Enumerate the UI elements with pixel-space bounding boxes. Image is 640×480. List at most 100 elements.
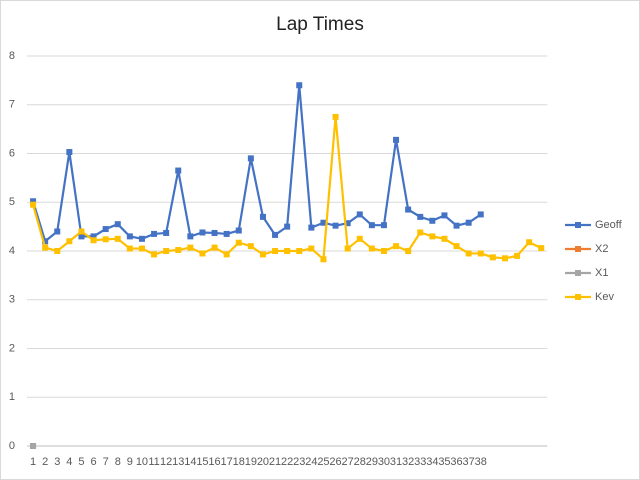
point-marker (102, 236, 109, 243)
point-marker (90, 233, 97, 240)
point-marker (465, 250, 472, 257)
x-tick-label: 14 (184, 456, 196, 468)
point-marker (223, 251, 230, 258)
point-marker (296, 82, 303, 89)
point-marker (126, 233, 133, 240)
point-marker (102, 226, 109, 233)
x-tick-label: 11 (148, 456, 159, 468)
x-tick-label: 30 (378, 456, 390, 468)
point-marker (296, 248, 303, 254)
point-marker (405, 206, 412, 213)
x-tick-label: 35 (438, 456, 450, 468)
x-tick-label: 31 (390, 456, 402, 468)
x-tick-label: 4 (66, 456, 72, 468)
point-marker (453, 243, 460, 250)
point-marker (538, 245, 545, 252)
point-marker (417, 229, 424, 236)
point-marker (308, 224, 315, 231)
legend-label: Kev (595, 291, 614, 303)
point-marker (247, 155, 254, 162)
point-marker (429, 217, 436, 224)
point-marker (320, 256, 327, 263)
x-tick-label: 2 (42, 456, 48, 468)
y-tick-label: 3 (9, 294, 15, 306)
point-marker (417, 213, 424, 220)
point-marker (90, 237, 97, 244)
point-marker (187, 244, 194, 251)
point-marker (284, 248, 291, 254)
point-marker (272, 248, 279, 254)
y-tick-label: 8 (9, 50, 15, 62)
point-marker (380, 222, 387, 229)
y-tick-label: 5 (9, 196, 15, 208)
point-marker (114, 221, 121, 228)
point-marker (151, 230, 158, 237)
point-marker (151, 251, 158, 258)
x-tick-label: 32 (402, 456, 414, 468)
point-marker (235, 239, 242, 246)
point-marker (344, 245, 351, 252)
point-marker (429, 233, 436, 240)
x-tick-label: 16 (208, 456, 220, 468)
point-marker (405, 248, 412, 254)
x-tick-label: 27 (342, 456, 354, 468)
x-tick-label: 18 (233, 456, 245, 468)
point-marker (211, 244, 218, 251)
legend-marker (575, 246, 581, 252)
point-marker (163, 248, 170, 254)
y-tick-label: 4 (9, 245, 15, 257)
point-marker (332, 222, 339, 229)
point-marker (501, 255, 508, 262)
x-tick-label: 29 (366, 456, 378, 468)
point-marker (138, 235, 145, 242)
point-marker (199, 229, 206, 236)
point-marker (66, 238, 73, 245)
x-tick-label: 17 (221, 456, 233, 468)
x-tick-label: 37 (463, 456, 475, 468)
x-tick-label: 22 (281, 456, 293, 468)
point-marker (441, 212, 448, 219)
point-marker (235, 227, 242, 234)
point-marker (30, 443, 37, 449)
point-marker (211, 229, 218, 236)
y-tick-label: 6 (9, 147, 15, 159)
x-tick-label: 13 (172, 456, 184, 468)
point-marker (393, 136, 400, 143)
point-marker (42, 238, 49, 245)
x-tick-label: 20 (257, 456, 269, 468)
point-marker (368, 222, 375, 229)
x-tick-label: 10 (136, 456, 148, 468)
point-marker (78, 228, 85, 235)
point-marker (477, 250, 484, 257)
point-marker (175, 167, 182, 174)
x-tick-label: 23 (293, 456, 305, 468)
point-marker (344, 220, 351, 227)
legend-marker (575, 294, 581, 300)
y-tick-label: 0 (9, 440, 15, 452)
point-marker (78, 233, 85, 240)
y-tick-label: 2 (9, 342, 15, 354)
point-marker (199, 250, 206, 257)
point-marker (54, 248, 61, 254)
point-marker (272, 231, 279, 238)
point-marker (465, 219, 472, 226)
point-marker (126, 245, 133, 252)
point-marker (66, 149, 73, 156)
point-marker (284, 223, 291, 230)
x-tick-label: 3 (54, 456, 60, 468)
point-marker (114, 235, 121, 242)
x-tick-label: 19 (245, 456, 257, 468)
point-marker (30, 201, 37, 208)
x-tick-label: 5 (78, 456, 84, 468)
point-marker (259, 213, 266, 220)
point-marker (138, 245, 145, 252)
point-marker (356, 235, 363, 242)
legend-label: Geoff (595, 219, 623, 231)
point-marker (187, 233, 194, 240)
point-marker (247, 243, 254, 250)
point-marker (514, 252, 521, 259)
x-tick-label: 28 (354, 456, 366, 468)
point-marker (42, 244, 49, 251)
